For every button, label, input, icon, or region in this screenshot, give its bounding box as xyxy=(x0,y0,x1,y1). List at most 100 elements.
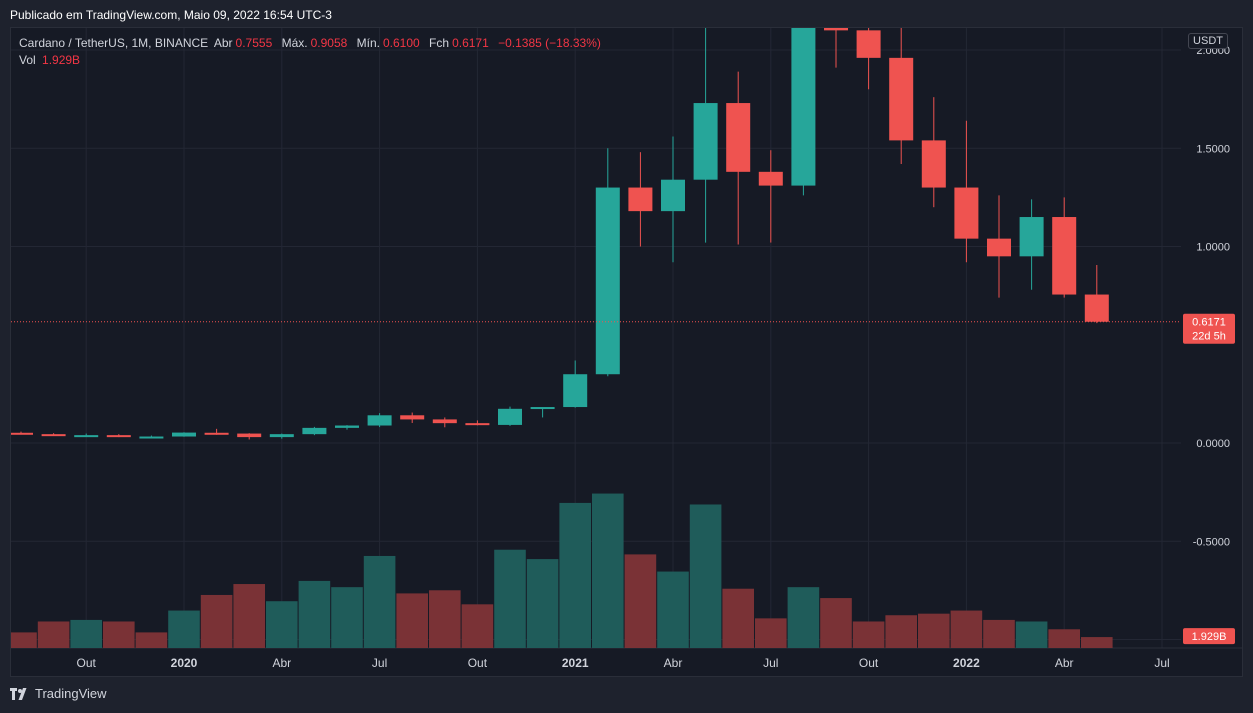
volume-bars xyxy=(11,493,1113,648)
candle xyxy=(628,152,653,247)
low-value: 0.6100 xyxy=(383,36,420,50)
candle-body xyxy=(1019,217,1044,257)
candle-body xyxy=(954,187,979,239)
time-tick-label: Abr xyxy=(1055,656,1074,670)
volume-bar xyxy=(266,601,298,648)
time-tick-label: Jul xyxy=(372,656,387,670)
candle xyxy=(367,413,392,428)
time-tick-label: Out xyxy=(859,656,879,670)
candle-body xyxy=(1052,217,1077,295)
candle xyxy=(563,360,588,408)
candle xyxy=(595,148,620,377)
volume-bar xyxy=(70,619,102,648)
candle-body xyxy=(106,435,131,438)
footer-brand[interactable]: TradingView xyxy=(10,686,107,701)
candle-body xyxy=(1084,294,1109,322)
candle-body xyxy=(400,415,425,420)
volume-bar xyxy=(298,580,331,648)
volume-bar xyxy=(559,502,591,648)
volume-label[interactable]: Vol xyxy=(19,53,36,67)
candle-body xyxy=(204,432,229,435)
volume-bar xyxy=(363,555,396,648)
close-label: Fch 0.6171 xyxy=(429,36,489,50)
volume-bar xyxy=(429,590,461,648)
publish-info: Publicado em TradingView.com, Maio 09, 2… xyxy=(10,8,332,22)
change-value: −0.1385 (−18.33%) xyxy=(498,36,601,50)
volume-bar xyxy=(103,621,135,648)
last-price-value: 0.6171 xyxy=(1192,317,1226,329)
open-value: 0.7555 xyxy=(235,36,273,50)
candle xyxy=(400,412,425,423)
volume-bar xyxy=(787,587,820,648)
volume-bar xyxy=(624,554,657,648)
candle xyxy=(921,97,946,208)
candle-body xyxy=(661,179,685,212)
volume-bar xyxy=(200,594,233,648)
candle xyxy=(1052,197,1077,298)
candle-body xyxy=(758,171,783,186)
candle xyxy=(758,150,783,243)
time-tick-label: Abr xyxy=(272,656,291,670)
price-tick-label: -0.5000 xyxy=(1193,536,1230,548)
candle-body xyxy=(921,140,946,188)
volume-bar xyxy=(592,493,624,648)
volume-bar xyxy=(689,504,722,648)
price-axis[interactable]: 3.50003.00002.50002.00001.50001.00000.00… xyxy=(1193,28,1230,677)
currency-button[interactable]: USDT xyxy=(1188,33,1228,49)
ohlc-row: Cardano / TetherUS, 1M, BINANCE Abr 0.755… xyxy=(19,35,604,52)
candle xyxy=(856,28,881,90)
time-tick-label: 2020 xyxy=(171,656,198,670)
high-label: Máx. 0.9058 xyxy=(281,36,348,50)
candle xyxy=(41,433,66,437)
candle-body xyxy=(465,423,490,426)
candle xyxy=(302,426,327,436)
volume-bar xyxy=(657,571,689,648)
candle xyxy=(11,431,33,435)
volume-bar xyxy=(852,621,885,648)
candle xyxy=(139,435,164,439)
price-tick-label: 1.5000 xyxy=(1196,143,1230,155)
candle-body xyxy=(74,435,99,438)
candle-body xyxy=(824,28,848,31)
time-tick-label: Jul xyxy=(1154,656,1169,670)
volume-bar xyxy=(331,587,363,648)
candle xyxy=(335,425,359,430)
volume-bar xyxy=(233,584,265,648)
candle-body xyxy=(726,103,751,172)
time-tick-label: 2022 xyxy=(953,656,980,670)
candle-body xyxy=(791,28,816,186)
candle-body xyxy=(856,30,881,58)
candle xyxy=(106,434,131,438)
candle xyxy=(269,433,294,439)
volume-bar xyxy=(461,604,494,648)
volume-bar xyxy=(950,610,983,648)
chart-canvas[interactable]: 3.50003.00002.50002.00001.50001.00000.00… xyxy=(11,28,1243,677)
symbol-title[interactable]: Cardano / TetherUS, 1M, BINANCE xyxy=(19,36,209,50)
time-tick-label: 2021 xyxy=(562,656,589,670)
candle xyxy=(987,195,1011,298)
candle xyxy=(824,28,848,68)
volume-bar xyxy=(1015,621,1048,648)
candle-countdown: 22d 5h xyxy=(1192,331,1226,343)
candle-body xyxy=(889,57,914,141)
volume-row: Vol 1.929B xyxy=(19,52,604,69)
candle xyxy=(1084,265,1109,324)
time-axis[interactable]: Out 2020 Abr Jul Out 2021 Abr Jul Out 2022 Abr Jul xyxy=(77,656,1170,670)
volume-bar xyxy=(37,621,70,648)
time-tick-label: Out xyxy=(468,656,488,670)
chart-frame[interactable]: 3.50003.00002.50002.00001.50001.00000.00… xyxy=(10,27,1243,677)
volume-bar xyxy=(494,549,526,648)
candlesticks xyxy=(11,28,1109,440)
candle-body xyxy=(628,187,653,212)
candle-body xyxy=(302,427,327,435)
candle xyxy=(498,406,522,426)
price-tick-label: 0.0000 xyxy=(1196,438,1230,450)
time-tick-label: Jul xyxy=(763,656,778,670)
candle xyxy=(889,28,914,164)
open-label: Abr 0.7555 xyxy=(213,36,273,50)
last-volume-value: 1.929B xyxy=(1192,631,1227,643)
close-value: 0.6171 xyxy=(452,36,489,50)
candle xyxy=(954,120,979,263)
high-value: 0.9058 xyxy=(310,36,348,50)
time-tick-label: Out xyxy=(77,656,97,670)
